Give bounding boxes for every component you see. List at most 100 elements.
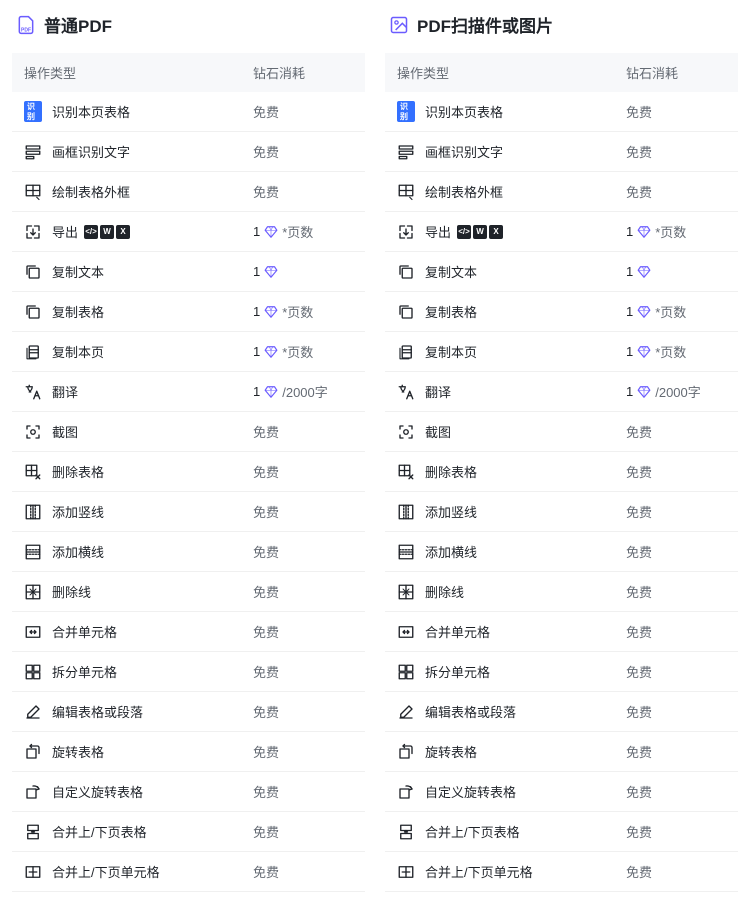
cost-free: 免费 bbox=[626, 502, 652, 521]
delete-line-icon bbox=[24, 583, 42, 601]
operation-label: 删除表格 bbox=[52, 462, 253, 481]
operation-label: 删除表格 bbox=[425, 462, 626, 481]
panel-header: PDF 普通PDF bbox=[12, 12, 365, 37]
cost-free: 免费 bbox=[253, 702, 279, 721]
table-row: 合并单元格 免费 bbox=[385, 612, 738, 652]
cost-free: 免费 bbox=[253, 622, 279, 641]
edit-icon bbox=[397, 703, 415, 721]
pricing-panel: PDF扫描件或图片 操作类型 钻石消耗 识别 识别本页表格 免费 画框识别文字 … bbox=[385, 12, 738, 892]
operation-label: 删除线 bbox=[52, 582, 253, 601]
table-frame-icon bbox=[24, 183, 42, 201]
cost-suffix: /2000字 bbox=[282, 382, 328, 401]
cost-free: 免费 bbox=[626, 622, 652, 641]
operation-label: 拆分单元格 bbox=[425, 662, 626, 681]
cost-free: 免费 bbox=[253, 862, 279, 881]
cost-amount: 1 bbox=[626, 264, 633, 279]
pdf-file-icon: PDF bbox=[16, 15, 36, 35]
operation-label: 导出</>WX bbox=[425, 222, 626, 241]
operation-label: 编辑表格或段落 bbox=[52, 702, 253, 721]
header-operation: 操作类型 bbox=[24, 63, 253, 82]
header-cost: 钻石消耗 bbox=[626, 63, 726, 82]
cost-cell: 免费 bbox=[253, 542, 353, 561]
table-row: 添加竖线 免费 bbox=[385, 492, 738, 532]
operation-label: 画框识别文字 bbox=[52, 142, 253, 161]
table-row: 翻译 1 /2000字 bbox=[385, 372, 738, 412]
cost-free: 免费 bbox=[253, 142, 279, 161]
cost-free: 免费 bbox=[626, 142, 652, 161]
table-frame-icon bbox=[397, 183, 415, 201]
copy-table-icon bbox=[24, 303, 42, 321]
panel-title: PDF扫描件或图片 bbox=[417, 12, 553, 37]
cost-cell: 免费 bbox=[626, 702, 726, 721]
cost-cell: 1 *页数 bbox=[626, 302, 726, 321]
cost-cell: 免费 bbox=[626, 782, 726, 801]
operation-label: 自定义旋转表格 bbox=[425, 782, 626, 801]
table-row: 导出</>WX 1 *页数 bbox=[385, 212, 738, 252]
cost-cell: 免费 bbox=[626, 742, 726, 761]
cost-cell: 免费 bbox=[626, 822, 726, 841]
operation-label: 合并上/下页单元格 bbox=[52, 862, 253, 881]
export-format-icons: </>WX bbox=[84, 225, 130, 239]
table-row: 自定义旋转表格 免费 bbox=[385, 772, 738, 812]
cost-free: 免费 bbox=[253, 502, 279, 521]
export-icon bbox=[397, 223, 415, 241]
cost-amount: 1 bbox=[253, 264, 260, 279]
operation-label: 画框识别文字 bbox=[425, 142, 626, 161]
cost-cell: 免费 bbox=[253, 822, 353, 841]
operation-label: 添加竖线 bbox=[425, 502, 626, 521]
cost-free: 免费 bbox=[626, 182, 652, 201]
delete-line-icon bbox=[397, 583, 415, 601]
screenshot-icon bbox=[24, 423, 42, 441]
edit-icon bbox=[24, 703, 42, 721]
operation-label: 复制本页 bbox=[425, 342, 626, 361]
table-row: 识别 识别本页表格 免费 bbox=[385, 92, 738, 132]
operation-label: 绘制表格外框 bbox=[52, 182, 253, 201]
cost-free: 免费 bbox=[626, 582, 652, 601]
copy-text-icon bbox=[397, 263, 415, 281]
operation-label: 添加横线 bbox=[52, 542, 253, 561]
cost-amount: 1 bbox=[253, 344, 260, 359]
copy-table-icon bbox=[397, 303, 415, 321]
cost-cell: 免费 bbox=[626, 182, 726, 201]
cost-cell: 免费 bbox=[626, 462, 726, 481]
operation-label: 编辑表格或段落 bbox=[425, 702, 626, 721]
cost-free: 免费 bbox=[253, 182, 279, 201]
svg-text:PDF: PDF bbox=[21, 27, 31, 33]
cost-free: 免费 bbox=[253, 742, 279, 761]
cost-free: 免费 bbox=[626, 742, 652, 761]
recognize-badge-icon: 识别 bbox=[24, 103, 42, 121]
cost-amount: 1 bbox=[626, 304, 633, 319]
ocr-box-icon bbox=[24, 143, 42, 161]
cost-cell: 1 *页数 bbox=[626, 342, 726, 361]
merge-cell-icon bbox=[24, 623, 42, 641]
operation-label: 合并单元格 bbox=[52, 622, 253, 641]
table-row: 复制表格 1 *页数 bbox=[12, 292, 365, 332]
cost-cell: 免费 bbox=[253, 702, 353, 721]
cost-cell: 1 *页数 bbox=[253, 342, 353, 361]
cost-free: 免费 bbox=[626, 462, 652, 481]
cost-suffix: *页数 bbox=[655, 222, 686, 241]
merge-page-table-icon bbox=[24, 823, 42, 841]
cost-cell: 免费 bbox=[253, 422, 353, 441]
cost-free: 免费 bbox=[253, 782, 279, 801]
table-row: 合并上/下页单元格 免费 bbox=[385, 852, 738, 892]
cost-free: 免费 bbox=[253, 582, 279, 601]
cost-cell: 免费 bbox=[626, 862, 726, 881]
panel-title: 普通PDF bbox=[44, 12, 112, 37]
table-row: 编辑表格或段落 免费 bbox=[385, 692, 738, 732]
cost-free: 免费 bbox=[253, 542, 279, 561]
delete-table-icon bbox=[397, 463, 415, 481]
operation-label: 合并上/下页单元格 bbox=[425, 862, 626, 881]
export-format-icons: </>WX bbox=[457, 225, 503, 239]
cost-cell: 免费 bbox=[253, 102, 353, 121]
cost-amount: 1 bbox=[253, 224, 260, 239]
table-row: 复制本页 1 *页数 bbox=[385, 332, 738, 372]
recognize-badge-icon: 识别 bbox=[397, 103, 415, 121]
table-row: 删除线 免费 bbox=[12, 572, 365, 612]
operation-label: 复制本页 bbox=[52, 342, 253, 361]
cost-suffix: *页数 bbox=[655, 342, 686, 361]
cost-cell: 免费 bbox=[626, 102, 726, 121]
table-row: 画框识别文字 免费 bbox=[12, 132, 365, 172]
table-row: 合并单元格 免费 bbox=[12, 612, 365, 652]
cost-cell: 免费 bbox=[253, 502, 353, 521]
